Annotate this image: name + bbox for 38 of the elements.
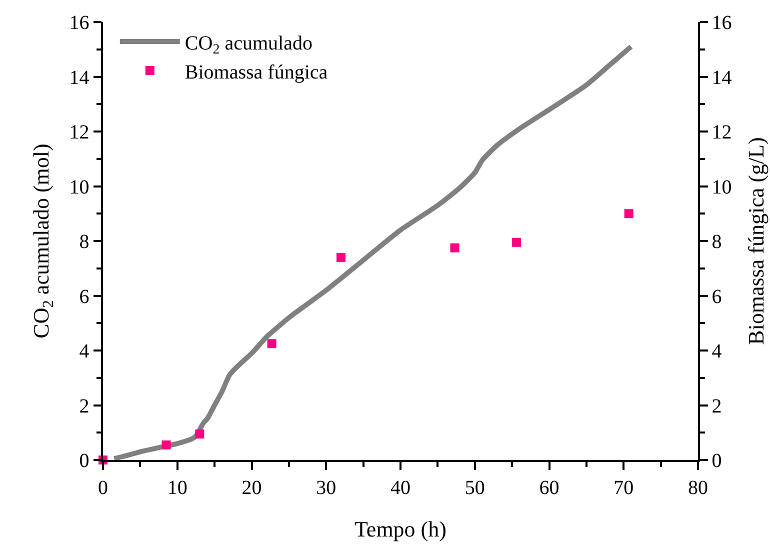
x-tick-label: 10 <box>167 476 188 499</box>
y2-tick-label: 10 <box>712 176 732 198</box>
y-tick-label: 8 <box>79 231 90 253</box>
y-tick-label: 0 <box>79 450 90 472</box>
y2-tick-label: 2 <box>712 395 722 418</box>
x-tick-label: 0 <box>98 476 108 499</box>
x-tick-label: 80 <box>688 476 708 499</box>
x-tick-label: 70 <box>614 476 634 499</box>
x-tick-label: 40 <box>390 476 410 499</box>
y2-tick-label: 4 <box>712 340 722 362</box>
y2-tick-label: 16 <box>712 12 732 34</box>
x-tick-label: 30 <box>316 476 336 499</box>
point <box>450 243 460 252</box>
y-tick-label: 14 <box>69 66 90 89</box>
legend-label: CO$_{2}$ acumulado <box>184 32 312 58</box>
y2-tick-label: 8 <box>712 231 722 253</box>
y-tick-label: 2 <box>79 395 90 418</box>
x-tick-label: 20 <box>242 476 262 499</box>
y2-tick-label: 12 <box>712 122 732 144</box>
y2-tick-label: 14 <box>712 66 732 89</box>
y-tick-label: 4 <box>79 340 90 362</box>
y-tick-label: 16 <box>69 12 90 34</box>
point <box>267 339 276 348</box>
y2-tick-label: 0 <box>712 450 722 472</box>
point <box>336 252 346 262</box>
y-tick-label: 6 <box>79 286 90 308</box>
point <box>624 209 634 218</box>
point <box>162 440 171 450</box>
y-tick-label: 12 <box>69 122 90 144</box>
y2-axis-title: Biomassa fúngica (g/L) <box>744 137 768 345</box>
y-tick-label: 10 <box>69 176 90 198</box>
legend-label: Biomassa fúngica <box>184 61 328 84</box>
x-tick-label: 60 <box>539 476 560 499</box>
point <box>512 238 522 247</box>
x-tick-label: 50 <box>464 476 485 499</box>
point <box>195 429 204 438</box>
y2-tick-label: 6 <box>712 286 722 308</box>
x-axis-title: Tempo (h) <box>354 516 446 542</box>
